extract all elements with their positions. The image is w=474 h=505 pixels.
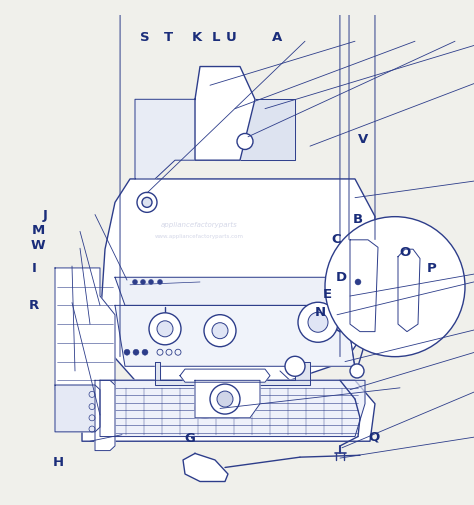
Text: B: B <box>353 213 363 226</box>
Polygon shape <box>398 249 420 332</box>
Polygon shape <box>82 381 375 441</box>
Text: Q: Q <box>369 430 380 442</box>
Circle shape <box>350 364 364 378</box>
Text: I: I <box>32 261 36 274</box>
Circle shape <box>325 217 465 357</box>
Text: W: W <box>31 238 45 251</box>
Circle shape <box>137 193 157 213</box>
Polygon shape <box>183 453 228 482</box>
Circle shape <box>149 313 181 345</box>
Text: S: S <box>140 31 149 44</box>
Circle shape <box>308 313 328 333</box>
Text: G: G <box>184 431 195 444</box>
Circle shape <box>148 280 154 285</box>
Polygon shape <box>155 362 310 385</box>
Polygon shape <box>215 100 295 161</box>
Text: R: R <box>29 298 39 311</box>
Polygon shape <box>135 100 215 180</box>
Circle shape <box>237 134 253 150</box>
Circle shape <box>217 391 233 407</box>
Text: T: T <box>164 31 173 44</box>
Text: E: E <box>322 288 332 300</box>
Polygon shape <box>55 385 100 432</box>
Circle shape <box>133 349 139 356</box>
Polygon shape <box>350 240 378 332</box>
Circle shape <box>355 279 361 285</box>
Circle shape <box>285 357 305 377</box>
Text: K: K <box>191 31 202 44</box>
Text: U: U <box>226 31 237 44</box>
Text: N: N <box>314 305 326 318</box>
Polygon shape <box>95 381 115 450</box>
Text: P: P <box>427 261 436 274</box>
Text: appliancefactoryparts: appliancefactoryparts <box>161 221 237 227</box>
Text: J: J <box>43 208 47 221</box>
Text: V: V <box>357 132 368 145</box>
Circle shape <box>225 398 245 419</box>
Circle shape <box>124 349 130 356</box>
Circle shape <box>142 349 148 356</box>
Polygon shape <box>100 180 375 381</box>
Circle shape <box>133 280 137 285</box>
Text: O: O <box>400 246 411 259</box>
Circle shape <box>142 198 152 208</box>
Polygon shape <box>180 369 270 382</box>
Text: H: H <box>52 455 64 468</box>
Polygon shape <box>195 381 260 418</box>
Circle shape <box>157 321 173 337</box>
Polygon shape <box>55 268 115 390</box>
Polygon shape <box>195 67 255 161</box>
Text: D: D <box>336 271 347 284</box>
Text: A: A <box>272 31 283 44</box>
Circle shape <box>140 280 146 285</box>
Polygon shape <box>100 381 365 437</box>
Circle shape <box>298 302 338 342</box>
Circle shape <box>204 315 236 347</box>
Text: M: M <box>31 223 45 236</box>
Circle shape <box>157 280 163 285</box>
Circle shape <box>210 384 240 414</box>
Circle shape <box>195 398 215 419</box>
Text: C: C <box>332 233 341 246</box>
Text: www.appliancefactoryparts.com: www.appliancefactoryparts.com <box>155 233 244 238</box>
Circle shape <box>212 323 228 339</box>
Polygon shape <box>115 306 355 367</box>
Text: L: L <box>211 31 220 44</box>
Polygon shape <box>115 278 355 306</box>
